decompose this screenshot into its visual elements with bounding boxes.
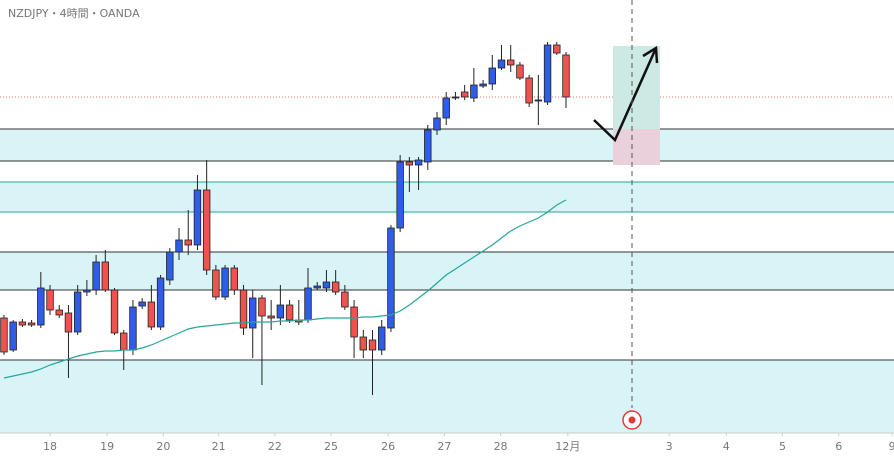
candle-body (405, 161, 414, 166)
candle-body (101, 261, 110, 291)
candle-body (46, 289, 54, 311)
annotations (593, 0, 659, 430)
x-axis-bg (0, 433, 894, 461)
x-tick-label: 5 (779, 440, 786, 453)
candle-body (525, 77, 533, 104)
plot (0, 42, 570, 395)
candle-body (83, 289, 91, 293)
x-tick-label: 26 (381, 440, 395, 453)
x-tick-label: 20 (156, 440, 170, 453)
candle-body (166, 251, 174, 281)
x-tick-label: 4 (723, 440, 730, 453)
x-tick-label: 27 (437, 440, 451, 453)
candle-body (221, 267, 229, 298)
zone (0, 360, 894, 433)
candle-body (285, 304, 294, 321)
candle-body (378, 326, 386, 351)
candle-body (92, 261, 100, 291)
candle-body (479, 83, 487, 87)
candle-body (359, 336, 367, 351)
candle-body (258, 297, 266, 317)
candle-body (350, 306, 358, 338)
candle-body (18, 321, 27, 326)
candle-body (368, 339, 377, 351)
candle-body (304, 287, 312, 321)
candle-body (120, 332, 128, 351)
candle-body (27, 322, 36, 326)
candle-body (553, 44, 561, 54)
candle-body (488, 67, 496, 85)
x-tick-label: 28 (494, 440, 508, 453)
zone (0, 182, 894, 212)
zone (0, 252, 894, 290)
candle-body (267, 315, 275, 319)
x-tick-label: 12月 (555, 440, 580, 453)
candle-body (175, 239, 183, 253)
candle-body (156, 277, 165, 328)
x-tick-label: 21 (212, 440, 226, 453)
candle-body (9, 321, 17, 351)
candle-body (497, 59, 506, 69)
x-tick-label: 9 (889, 440, 894, 453)
candle-body (322, 281, 331, 289)
candle-body (516, 64, 524, 79)
candle-body (212, 269, 220, 298)
arrow (593, 47, 658, 143)
candle-body (0, 317, 8, 353)
candle-body (396, 161, 404, 229)
candle-body (534, 99, 543, 102)
candle-body (507, 59, 515, 66)
moving-average (3, 199, 567, 379)
candle-body (129, 306, 137, 351)
candle-body (470, 84, 478, 99)
candle-body (442, 97, 450, 119)
candle-body (249, 297, 257, 329)
zone (0, 129, 894, 161)
candle-body (562, 54, 570, 98)
candle-body (55, 309, 63, 316)
candle-body (313, 285, 321, 289)
alert-dot (628, 416, 636, 424)
candle-body (460, 91, 469, 98)
candle-body (184, 239, 192, 246)
candle-body (202, 189, 211, 271)
candle-body (230, 267, 239, 291)
candle-body (414, 159, 423, 166)
candle-body (239, 289, 248, 329)
candle-body (341, 291, 349, 308)
stop-box (613, 129, 660, 165)
candle-body (147, 301, 156, 328)
candle-body (424, 129, 432, 163)
x-tick-label: 22 (268, 440, 282, 453)
candle-body (387, 227, 395, 329)
candle-body (331, 281, 340, 293)
x-tick-label: 25 (324, 440, 338, 453)
x-tick-label: 18 (43, 440, 57, 453)
candle-body (451, 96, 460, 99)
candle-body (37, 287, 45, 326)
candle-body (138, 301, 146, 307)
x-tick-label: 19 (100, 440, 114, 453)
zones (0, 46, 894, 433)
x-tick-label: 3 (666, 440, 673, 453)
candle-body (543, 44, 552, 103)
candle-body (64, 312, 73, 333)
candle-body (276, 304, 285, 319)
target-box (613, 46, 660, 129)
candle-body (110, 289, 119, 334)
candle-body (73, 291, 82, 333)
x-tick-label: 6 (835, 440, 842, 453)
arrow-head (642, 45, 659, 64)
candle-body (193, 189, 202, 246)
candle-body (433, 117, 441, 131)
chart-title: NZDJPY・4時間・OANDA (8, 7, 140, 20)
